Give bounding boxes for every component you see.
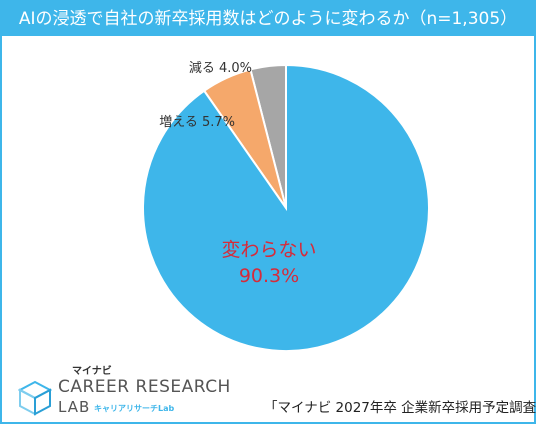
career-research-lab-logo: マイナビ CAREER RESEARCH LAB キャリアリサーチLab — [14, 358, 230, 420]
logo-lab-text: LAB — [58, 398, 91, 416]
pie-slice-same — [142, 63, 430, 352]
chart-title: AIの浸透で自社の新卒採用数はどのように変わるか（n=1,305） — [2, 2, 534, 36]
logo-tagline: キャリアリサーチLab — [94, 404, 175, 413]
data-label-same-name: 変わらない — [221, 239, 316, 261]
logo-mynavi-text: マイナビ — [72, 366, 112, 377]
data-label-same-value: 90.3% — [239, 265, 299, 287]
cube-logo-icon — [18, 380, 52, 416]
logo-career-research-text: CAREER RESEARCH — [58, 377, 231, 397]
source-note: 「マイナビ 2027年卒 企業新卒採用予定調査」 — [264, 400, 536, 416]
data-label-decrease: 減る 4.0% — [189, 60, 252, 76]
data-label-increase: 増える 5.7% — [159, 115, 235, 130]
